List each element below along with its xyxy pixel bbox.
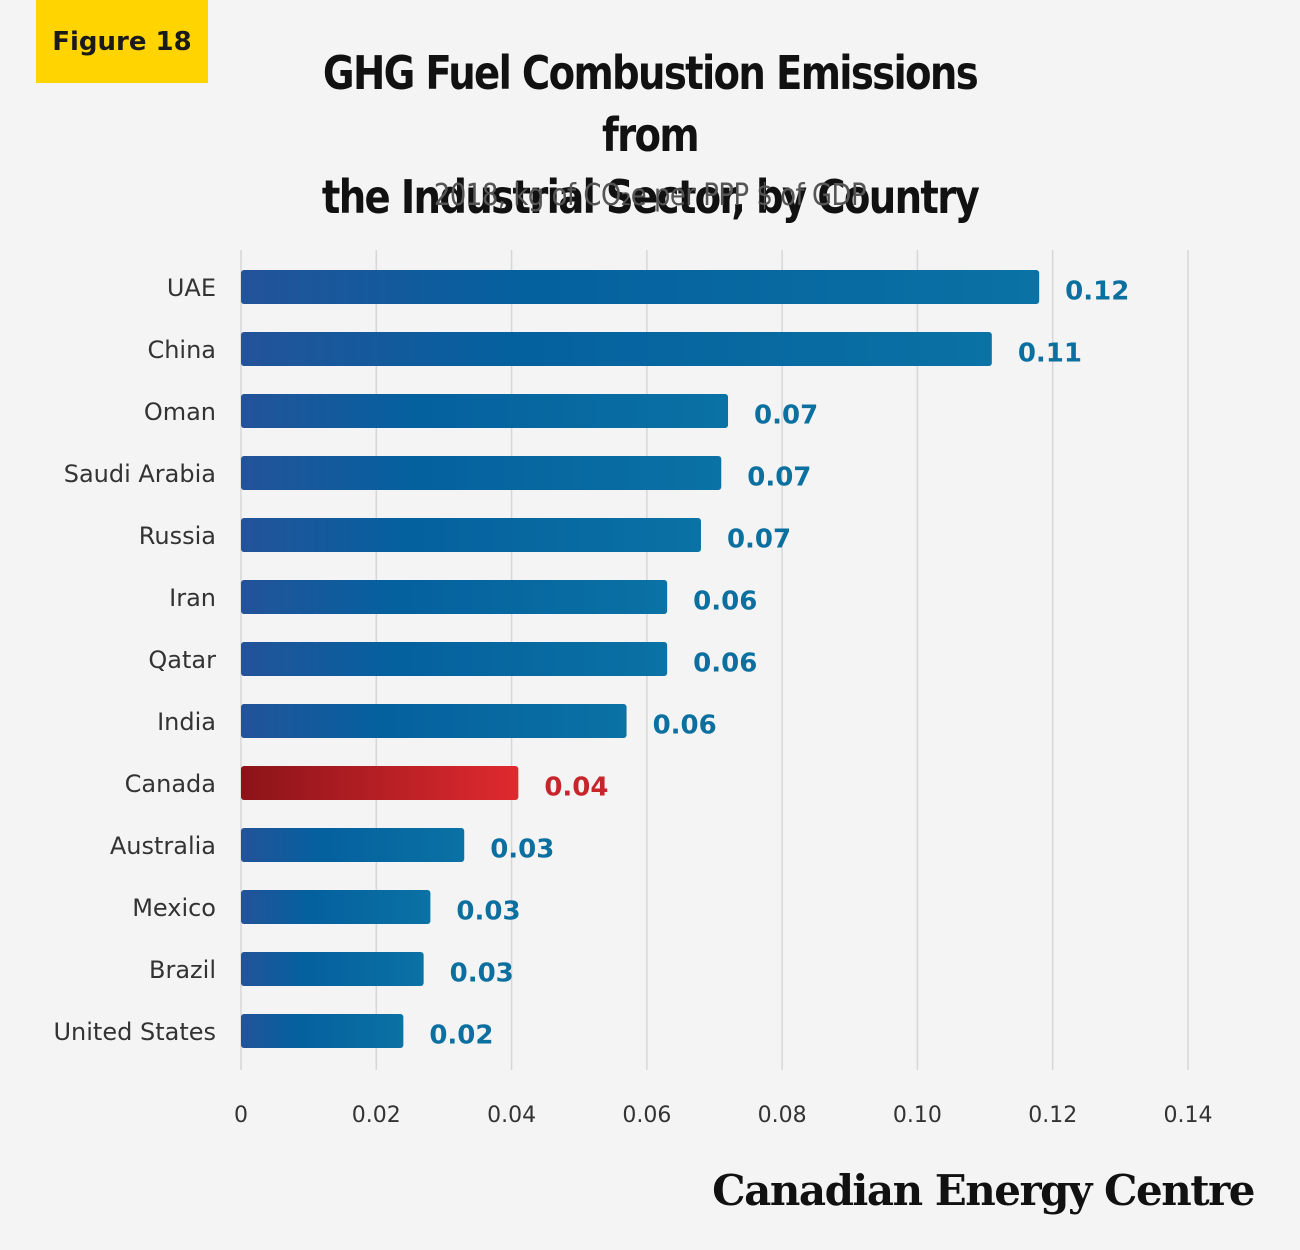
chart-title-line-2: the Industrial Sector, by Country [321,170,980,224]
bar-russia [241,518,701,552]
x-tick-label: 0.12 [1028,1103,1077,1128]
x-tick-label: 0.08 [758,1103,807,1128]
bar-mexico [241,890,431,924]
category-label: Saudi Arabia [64,460,216,488]
value-label: 0.03 [456,897,520,927]
bar-saudi-arabia [241,456,722,490]
x-tick-label: 0.04 [487,1103,536,1128]
value-labels: 0.12 0.11 0.07 0.07 0.07 0.06 0.06 0.06 0.04 0.03… [429,277,1129,1051]
bar-iran [241,580,668,614]
value-label: 0.03 [490,835,554,865]
value-label: 0.03 [450,959,514,989]
bar-oman [241,394,729,428]
bar-qatar [241,642,668,676]
bar-brazil [241,952,424,986]
category-label: Mexico [132,894,216,922]
category-label: UAE [167,274,216,302]
category-label: Brazil [149,956,216,984]
value-label: 0.07 [747,463,811,493]
value-label: 0.06 [693,649,757,679]
value-label: 0.07 [727,525,791,555]
bar-india [241,704,627,738]
bar-china [241,332,992,366]
category-label: China [147,336,216,364]
value-label: 0.11 [1018,339,1082,369]
bars [241,270,1040,1048]
category-label: Iran [169,584,216,612]
bar-australia [241,828,465,862]
x-tick-label: 0.14 [1164,1103,1213,1128]
x-tick-label: 0.06 [622,1103,671,1128]
category-label: Canada [125,770,216,798]
bar-united-states [241,1014,404,1048]
category-label: United States [53,1018,216,1046]
x-axis-ticks: 0 0.02 0.04 0.06 0.08 0.10 0.12 0.14 [234,1103,1212,1128]
x-tick-label: 0 [234,1103,248,1128]
x-tick-label: 0.10 [893,1103,942,1128]
category-label: Russia [139,522,216,550]
category-label: India [157,708,216,736]
category-label: Qatar [148,646,216,674]
bar-uae [241,270,1040,304]
category-label: Australia [110,832,216,860]
chart-subtitle: 2018, kg of CO₂e per PPP $ of GDP [433,178,867,213]
brand-logo-text: Canadian Energy Centre [712,1166,1255,1215]
value-label: 0.12 [1065,277,1129,307]
bar-canada [241,766,519,800]
chart-title: GHG Fuel Combustion Emissions from the I… [314,42,986,228]
value-label: 0.04 [544,773,608,803]
figure-badge: Figure 18 [36,0,208,83]
value-label: 0.06 [653,711,717,741]
chart-title-line-1: GHG Fuel Combustion Emissions from [322,46,979,162]
category-label: Oman [144,398,216,426]
value-label: 0.07 [754,401,818,431]
category-labels: UAE China Oman Saudi Arabia Russia Iran Qatar I… [53,274,216,1046]
value-label: 0.06 [693,587,757,617]
value-label: 0.02 [429,1021,493,1051]
x-tick-label: 0.02 [352,1103,401,1128]
